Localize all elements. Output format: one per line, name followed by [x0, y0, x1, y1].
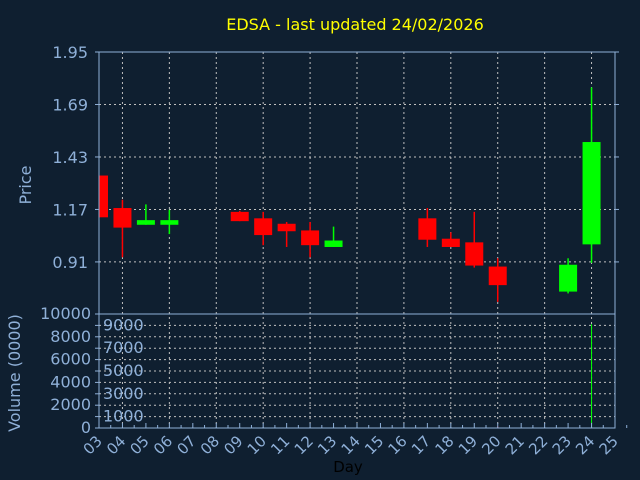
candle-body: [136, 220, 155, 225]
volume-tick-label: 2000: [50, 395, 91, 414]
candle-body: [465, 242, 484, 266]
candle-body: [254, 218, 273, 236]
candle-body: [301, 230, 320, 246]
candle-body: [324, 240, 343, 247]
candle-body: [230, 211, 249, 222]
volume-tick-label: 3000: [103, 384, 144, 403]
chart-title: EDSA - last updated 24/02/2026: [226, 15, 484, 34]
candle-body: [582, 142, 601, 245]
volume-tick-label: 1000: [103, 407, 144, 426]
y-axis-label: Price: [16, 165, 35, 204]
price-tick-label: 1.95: [52, 43, 88, 62]
price-tick-label: 0.91: [52, 253, 88, 272]
price-tick-label: 1.43: [52, 148, 88, 167]
candle-body: [488, 266, 507, 286]
volume-tick-label: 7000: [103, 338, 144, 357]
volume-axis-label: Volume (0000): [5, 314, 24, 432]
candle-body: [559, 264, 578, 292]
volume-tick-label: 9000: [103, 315, 144, 334]
candle-body: [99, 175, 108, 218]
volume-tick-label: 0: [81, 418, 91, 437]
volume-tick-label: 8000: [50, 327, 91, 346]
volume-tick-label: 5000: [103, 361, 144, 380]
candle-body: [441, 238, 460, 247]
volume-tick-label: 6000: [50, 350, 91, 369]
grid: [99, 51, 615, 428]
x-axis-label: Day: [333, 458, 363, 476]
volume-tick-label: 10000: [40, 304, 91, 323]
price-tick-label: 1.17: [52, 200, 88, 219]
candle-body: [418, 218, 437, 240]
candle-body: [277, 223, 296, 232]
candles: [99, 87, 601, 428]
candle-body: [113, 208, 132, 228]
volume-tick-label: 4000: [50, 372, 91, 391]
candle-body: [160, 220, 179, 225]
candle-group: [99, 87, 601, 302]
price-tick-label: 1.69: [52, 95, 88, 114]
